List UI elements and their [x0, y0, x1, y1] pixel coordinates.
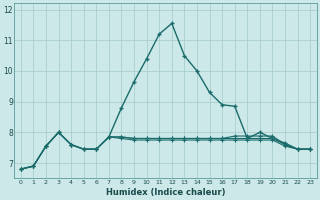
X-axis label: Humidex (Indice chaleur): Humidex (Indice chaleur): [106, 188, 225, 197]
